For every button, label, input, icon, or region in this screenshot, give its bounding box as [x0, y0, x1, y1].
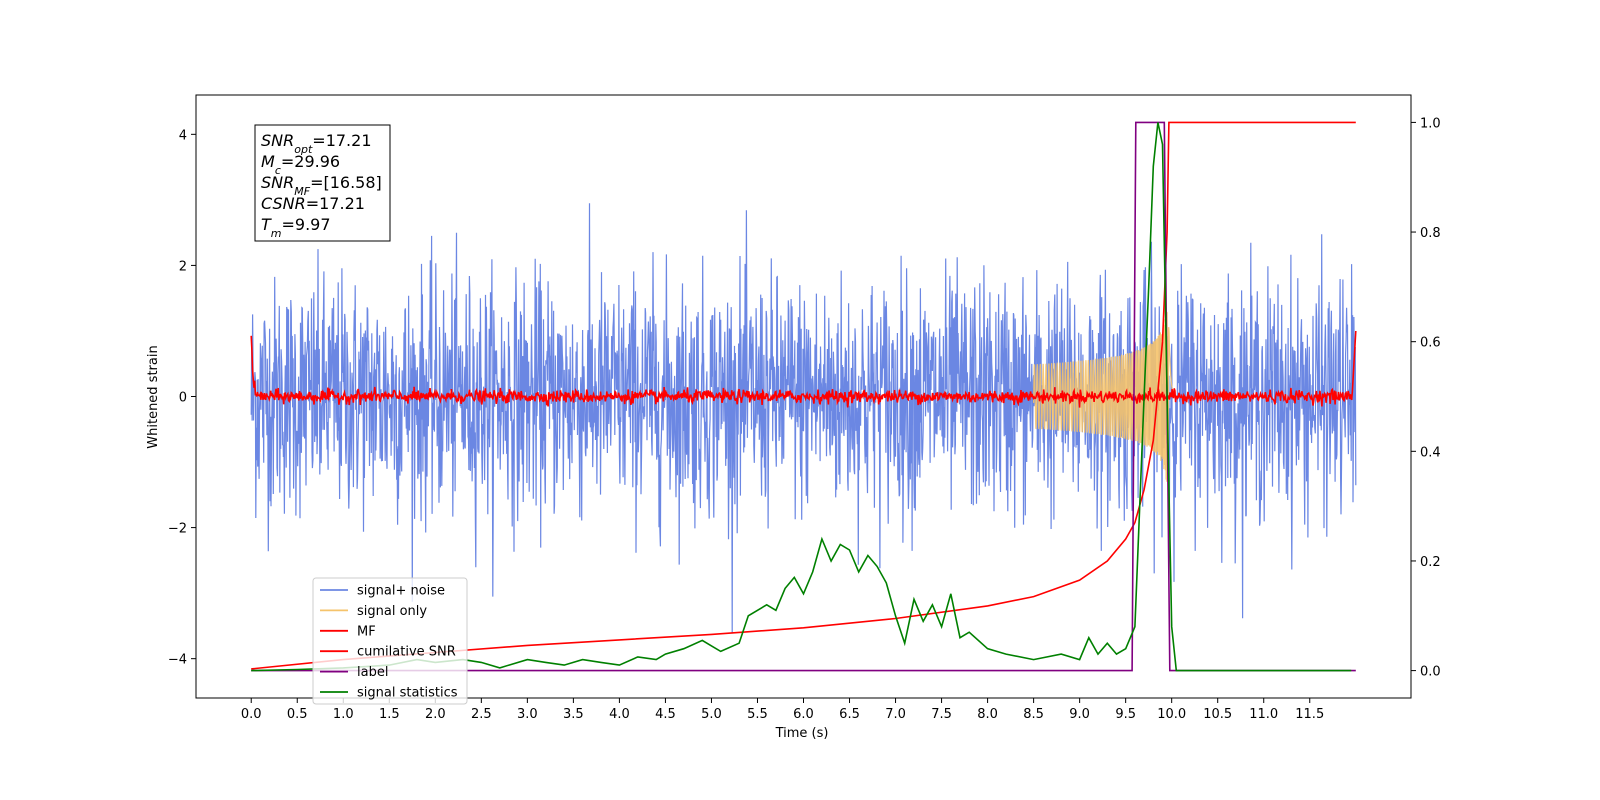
x-tick-label: 6.0	[793, 707, 814, 722]
legend-label: signal+ noise	[357, 584, 445, 599]
right-tick-label: 1.0	[1420, 116, 1441, 131]
x-tick-label: 9.5	[1115, 707, 1136, 722]
x-tick-label: 1.5	[379, 707, 400, 722]
series-signal-noise	[250, 203, 1357, 633]
left-tick-label: 4	[179, 128, 187, 143]
x-tick-label: 5.0	[701, 707, 722, 722]
annotation-frame	[254, 124, 391, 242]
series-mf	[250, 330, 1357, 408]
x-tick-label: 0.0	[241, 707, 262, 722]
right-tick-label: 0.6	[1420, 336, 1441, 351]
x-tick-label: 0.5	[287, 707, 308, 722]
x-tick-label: 2.0	[425, 707, 446, 722]
series-signal-statistics	[251, 122, 1352, 672]
left-tick-label: −2	[168, 522, 187, 537]
left-tick-label: 0	[179, 391, 187, 406]
legend-label: MF	[357, 624, 376, 639]
legend-label: signal only	[357, 604, 427, 619]
x-tick-label: 10.5	[1203, 707, 1232, 722]
x-tick-label: 2.5	[471, 707, 492, 722]
left-tick-label: 2	[179, 259, 187, 274]
right-tick-label: 0.8	[1420, 226, 1441, 241]
y-axis-title: Whitened strain	[146, 345, 161, 448]
x-tick-label: 6.5	[839, 707, 860, 722]
x-tick-label: 11.0	[1249, 707, 1278, 722]
annotation-line: Mc=29.96	[261, 152, 340, 177]
right-y-axis: 0.0 0.2 0.4 0.6 0.8 1.0	[1411, 116, 1441, 680]
x-tick-label: 11.5	[1295, 707, 1324, 722]
x-tick-label: 5.5	[747, 707, 768, 722]
legend-label: label	[357, 665, 388, 680]
x-tick-label: 1.0	[333, 707, 354, 722]
x-tick-label: 3.5	[563, 707, 584, 722]
plot-area	[250, 121, 1357, 672]
x-axis-title: Time (s)	[775, 726, 829, 741]
annotation-box: SNRopt=17.21Mc=29.96SNRMF=[16.58]CSNR=17…	[254, 124, 391, 242]
x-tick-label: 9.0	[1069, 707, 1090, 722]
legend-frame	[312, 577, 468, 705]
left-tick-label: −4	[168, 653, 187, 668]
right-tick-label: 0.4	[1420, 445, 1441, 460]
x-tick-label: 10.0	[1157, 707, 1186, 722]
x-tick-label: 4.0	[609, 707, 630, 722]
x-tick-label: 8.0	[977, 707, 998, 722]
legend-label: cumilative SNR	[357, 645, 456, 660]
x-axis: 0.0 0.5 1.0 1.5 2.0 2.5 3.0 3.5 4.0 4.5 5.0 5.5 6.0 6…	[241, 698, 1324, 722]
x-tick-label: 4.5	[655, 707, 676, 722]
right-tick-label: 0.2	[1420, 555, 1441, 570]
x-tick-label: 7.5	[931, 707, 952, 722]
annotation-line: SNRopt=17.21	[261, 131, 372, 156]
series-signal-only	[1033, 311, 1177, 482]
annotation-line: Tm=9.97	[261, 215, 331, 240]
right-tick-label: 0.0	[1420, 665, 1441, 680]
x-tick-label: 3.0	[517, 707, 538, 722]
annotation-line: SNRMF=[16.58]	[261, 173, 382, 198]
x-tick-label: 7.0	[885, 707, 906, 722]
left-y-axis: −4 −2 0 2 4	[168, 128, 196, 668]
legend-label: signal statistics	[357, 686, 458, 701]
x-tick-label: 8.5	[1023, 707, 1044, 722]
legend: signal+ noise signal only MF cumilative SNR…	[312, 577, 468, 705]
annotation-line: CSNR=17.21	[261, 194, 365, 213]
